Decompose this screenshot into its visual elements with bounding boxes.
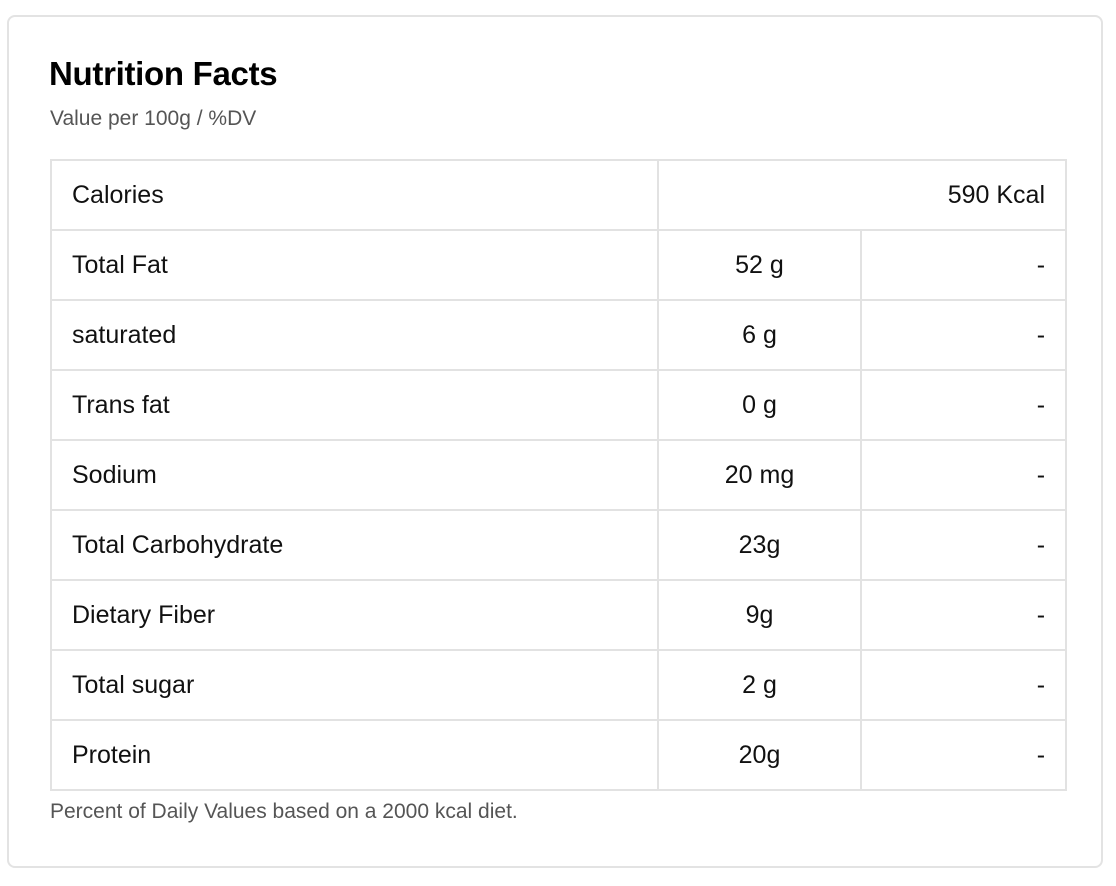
nutrient-name: Trans fat [50,369,659,441]
nutrient-amount: 6 g [657,299,862,371]
nutrient-amount: 9g [657,579,862,651]
nutrient-amount: 2 g [657,649,862,721]
table-row: Trans fat 0 g - [50,369,1068,441]
table-row: saturated 6 g - [50,299,1068,371]
calories-label: Calories [50,159,659,231]
nutrient-amount: 52 g [657,229,862,301]
nutrient-dv: - [859,719,1068,791]
nutrient-amount: 23g [657,509,862,581]
table-row: Dietary Fiber 9g - [50,579,1068,651]
table-row: Total sugar 2 g - [50,649,1068,721]
table-row: Sodium 20 mg - [50,439,1068,511]
nutrient-name: Dietary Fiber [50,579,659,651]
nutrient-name: Protein [50,719,659,791]
nutrient-amount: 0 g [657,369,862,441]
nutrient-amount: 20g [657,719,862,791]
nutrient-dv: - [859,649,1068,721]
nutrient-dv: - [859,509,1068,581]
nutrient-dv: - [859,579,1068,651]
nutrient-amount: 20 mg [657,439,862,511]
page-subtitle: Value per 100g / %DV [50,107,257,130]
page-title: Nutrition Facts [49,55,278,92]
nutrient-name: Total Fat [50,229,659,301]
nutrient-name: Total sugar [50,649,659,721]
dv-footnote: Percent of Daily Values based on a 2000 … [50,800,518,823]
nutrient-dv: - [859,369,1068,441]
table-row: Total Carbohydrate 23g - [50,509,1068,581]
calories-row: Calories 590 Kcal [50,159,1068,231]
nutrient-dv: - [859,439,1068,511]
nutrient-name: saturated [50,299,659,371]
nutrient-name: Sodium [50,439,659,511]
nutrient-dv: - [859,299,1068,371]
nutrient-name: Total Carbohydrate [50,509,659,581]
nutrition-table: Calories 590 Kcal Total Fat 52 g - satur… [50,159,1068,791]
nutrition-facts-card: Nutrition Facts Value per 100g / %DV Cal… [7,15,1103,868]
table-row: Protein 20g - [50,719,1068,791]
nutrient-dv: - [859,229,1068,301]
calories-value: 590 Kcal [656,159,1068,231]
table-row: Total Fat 52 g - [50,229,1068,301]
